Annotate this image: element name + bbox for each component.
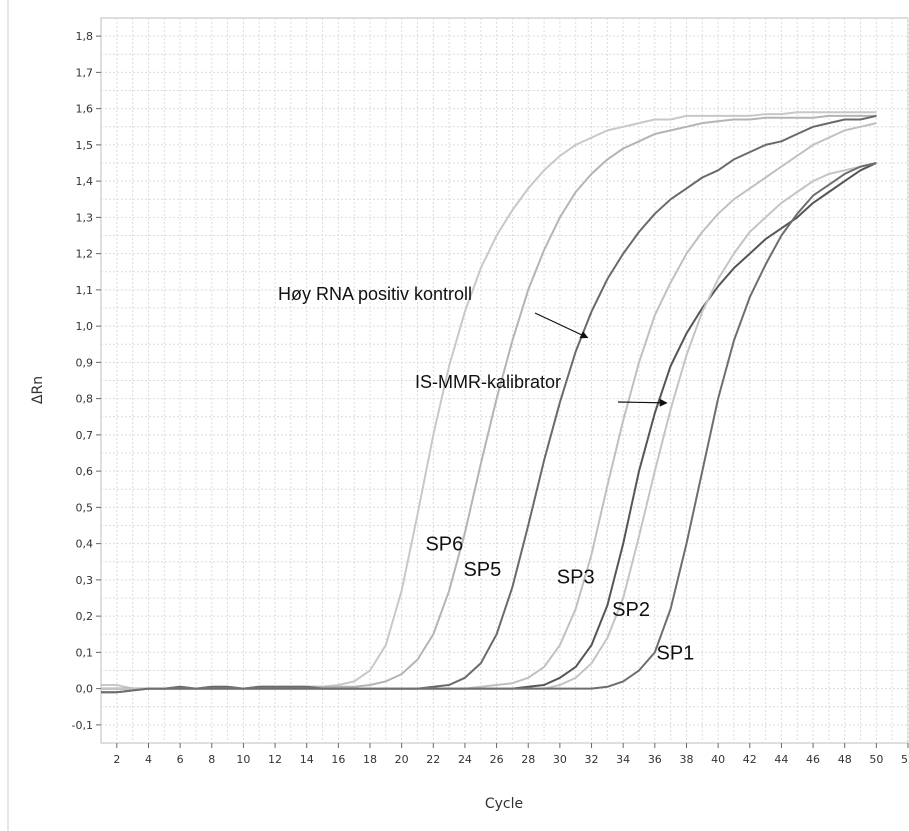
y-tick-label: -0,1 xyxy=(72,719,93,732)
series-line xyxy=(101,114,877,694)
x-tick-label: 34 xyxy=(616,753,630,766)
y-tick-label: 0,1 xyxy=(76,646,94,659)
x-tick-label: 30 xyxy=(553,753,567,766)
y-tick-label: 0,2 xyxy=(76,610,94,623)
curve-label: SP1 xyxy=(656,642,694,664)
x-tick-label: 52 xyxy=(901,753,909,766)
x-tick-label: 20 xyxy=(395,753,409,766)
curve-label: SP2 xyxy=(612,599,650,621)
x-tick-label: 48 xyxy=(838,753,852,766)
y-tick-label: 1,0 xyxy=(76,320,94,333)
y-tick-label: 0,9 xyxy=(76,356,94,369)
x-tick-label: 6 xyxy=(177,753,184,766)
y-tick-label: 1,7 xyxy=(76,66,94,79)
annotation-label: Høy RNA positiv kontroll xyxy=(278,284,472,304)
y-tick-label: 1,1 xyxy=(76,284,94,297)
y-tick-label: 1,5 xyxy=(76,139,94,152)
series-lines xyxy=(101,111,877,694)
y-tick-label: 1,8 xyxy=(76,30,94,43)
y-axis-title: ΔRn xyxy=(30,376,46,404)
annotations: Høy RNA positiv kontroll IS-MMR-kalibrato… xyxy=(278,284,668,407)
y-tick-label: 0,3 xyxy=(76,574,94,587)
x-tick-label: 2 xyxy=(113,753,120,766)
x-axis-ticks: 2 4 6 8 10 12 14 16 18 20 22 24 26 28 30 32 34 36 38 40 42 44… xyxy=(113,743,909,766)
x-tick-label: 24 xyxy=(458,753,472,766)
x-tick-label: 16 xyxy=(331,753,345,766)
y-tick-label: 0,5 xyxy=(76,501,94,514)
curve-label: SP5 xyxy=(463,559,501,581)
y-tick-label: 0,6 xyxy=(76,465,94,478)
x-tick-label: 8 xyxy=(208,753,215,766)
x-tick-label: 36 xyxy=(648,753,662,766)
x-axis-title: Cycle xyxy=(485,796,523,812)
y-tick-label: 1,2 xyxy=(76,248,94,261)
annotation-arrow xyxy=(534,312,589,339)
x-tick-label: 50 xyxy=(869,753,883,766)
x-tick-label: 44 xyxy=(774,753,788,766)
y-tick-label: 1,6 xyxy=(76,103,94,116)
y-tick-label: 0,7 xyxy=(76,429,94,442)
x-tick-label: 14 xyxy=(300,753,314,766)
y-tick-label: 0,4 xyxy=(76,538,94,551)
y-tick-label: 1,3 xyxy=(76,211,94,224)
x-tick-label: 38 xyxy=(679,753,693,766)
series-line xyxy=(101,162,877,694)
annotation-label: IS-MMR-kalibrator xyxy=(415,372,561,392)
x-tick-label: 12 xyxy=(268,753,282,766)
x-tick-label: 32 xyxy=(585,753,599,766)
curve-label: SP3 xyxy=(557,566,595,588)
x-tick-label: 10 xyxy=(236,753,250,766)
y-tick-label: 0,0 xyxy=(76,683,94,696)
x-tick-label: 28 xyxy=(521,753,535,766)
curve-label: SP6 xyxy=(425,534,463,556)
x-tick-label: 46 xyxy=(806,753,820,766)
x-tick-label: 26 xyxy=(490,753,504,766)
y-tick-label: 1,4 xyxy=(76,175,94,188)
x-tick-label: 4 xyxy=(145,753,152,766)
x-tick-label: 42 xyxy=(743,753,757,766)
annotation-arrow xyxy=(617,398,668,407)
grid-lines xyxy=(101,18,909,743)
x-tick-label: 22 xyxy=(426,753,440,766)
x-tick-label: 18 xyxy=(363,753,377,766)
x-tick-label: 40 xyxy=(711,753,725,766)
y-axis-ticks: -0,1 0,0 0,1 0,2 0,3 0,4 0,5 0,6 0,7 0,8 0,9 1,0 1,1… xyxy=(72,30,101,732)
y-tick-label: 0,8 xyxy=(76,393,94,406)
